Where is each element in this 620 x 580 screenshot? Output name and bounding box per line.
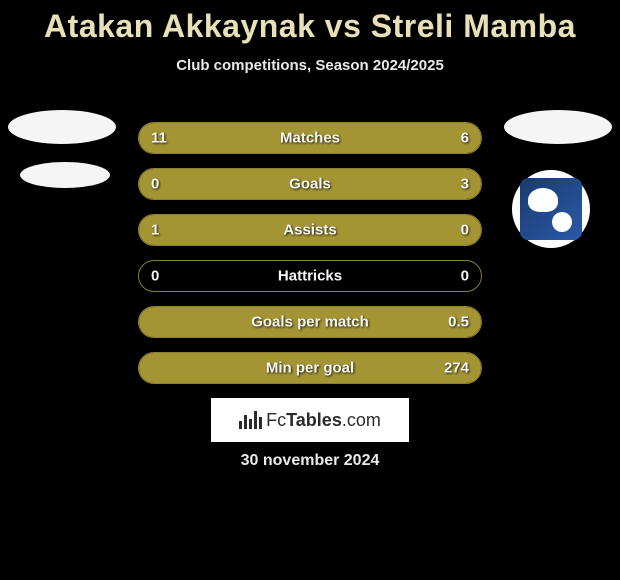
stat-row: 274 Min per goal [138, 352, 482, 384]
ball-icon [552, 212, 572, 232]
brand-bold: Tables [286, 410, 342, 430]
stat-label: Hattricks [278, 268, 342, 285]
brand-box: FcTables.com [211, 398, 409, 442]
stat-value-right: 0.5 [448, 314, 469, 331]
stat-value-left: 0 [151, 268, 159, 285]
stat-value-right: 274 [444, 360, 469, 377]
stat-row: 11 6 Matches [138, 122, 482, 154]
club-badge [512, 170, 590, 248]
footer-date: 30 november 2024 [241, 452, 380, 470]
bar-right-fill [201, 169, 481, 199]
stat-value-left: 11 [151, 130, 167, 147]
stat-row: 0.5 Goals per match [138, 306, 482, 338]
avatar-placeholder [8, 110, 116, 144]
stat-row: 0 3 Goals [138, 168, 482, 200]
player2-avatars [504, 110, 612, 248]
stat-row: 0 0 Hattricks [138, 260, 482, 292]
comparison-bars: 11 6 Matches 0 3 Goals 1 0 Assists 0 0 Hattricks 0.5… [138, 122, 482, 398]
stat-label: Goals [289, 176, 331, 193]
bar-left-fill [139, 169, 201, 199]
club-shield-icon [520, 178, 582, 240]
brand-prefix: Fc [266, 410, 286, 430]
brand-text: FcTables.com [266, 410, 381, 431]
brand-bars-icon [239, 411, 262, 429]
page-subtitle: Club competitions, Season 2024/2025 [0, 57, 620, 74]
stat-value-right: 3 [461, 176, 469, 193]
stat-value-right: 6 [461, 130, 469, 147]
player1-avatars [8, 110, 116, 206]
stat-value-left: 0 [151, 176, 159, 193]
page-title: Atakan Akkaynak vs Streli Mamba [0, 0, 620, 45]
stat-value-right: 0 [461, 222, 469, 239]
avatar-placeholder [504, 110, 612, 144]
stat-label: Goals per match [251, 314, 369, 331]
stat-label: Matches [280, 130, 340, 147]
stat-label: Min per goal [266, 360, 354, 377]
stat-value-right: 0 [461, 268, 469, 285]
avatar-placeholder [20, 162, 110, 188]
brand-suffix: .com [342, 410, 381, 430]
stat-value-left: 1 [151, 222, 159, 239]
stat-label: Assists [283, 222, 336, 239]
stat-row: 1 0 Assists [138, 214, 482, 246]
